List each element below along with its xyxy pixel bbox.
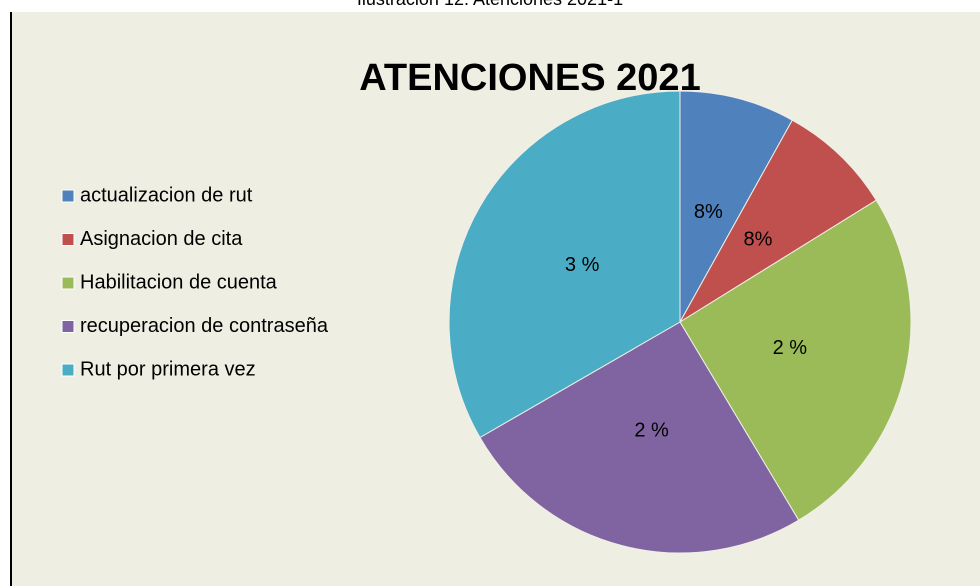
data-label: 2 % [773, 337, 808, 359]
pie-slice [679, 199, 912, 521]
pie-slice [678, 119, 877, 324]
data-label: 8% [744, 228, 773, 250]
legend-swatch [61, 363, 75, 377]
legend-label: Asignacion de cita [80, 228, 243, 250]
data-label: 3 % [565, 254, 600, 276]
legend-swatch [61, 320, 75, 333]
pie-slice [448, 90, 681, 439]
pie-slice [479, 321, 800, 554]
legend-label: Habilitacion de cuenta [80, 271, 278, 293]
legend-swatch [61, 189, 75, 203]
legend-swatch [61, 276, 75, 290]
legend-label: recuperacion de contraseña [80, 315, 329, 337]
chart-title: ATENCIONES 2021 [359, 57, 700, 99]
legend-label: Rut por primera vez [80, 358, 256, 380]
data-label: 8% [694, 201, 723, 223]
data-label: 2 % [634, 420, 669, 442]
legend-label: actualizacion de rut [80, 184, 253, 206]
pie-slice [679, 90, 793, 324]
caption: Ilustración 12. Atenciones 2021-1 [357, 0, 623, 9]
legend-swatch [61, 233, 75, 246]
